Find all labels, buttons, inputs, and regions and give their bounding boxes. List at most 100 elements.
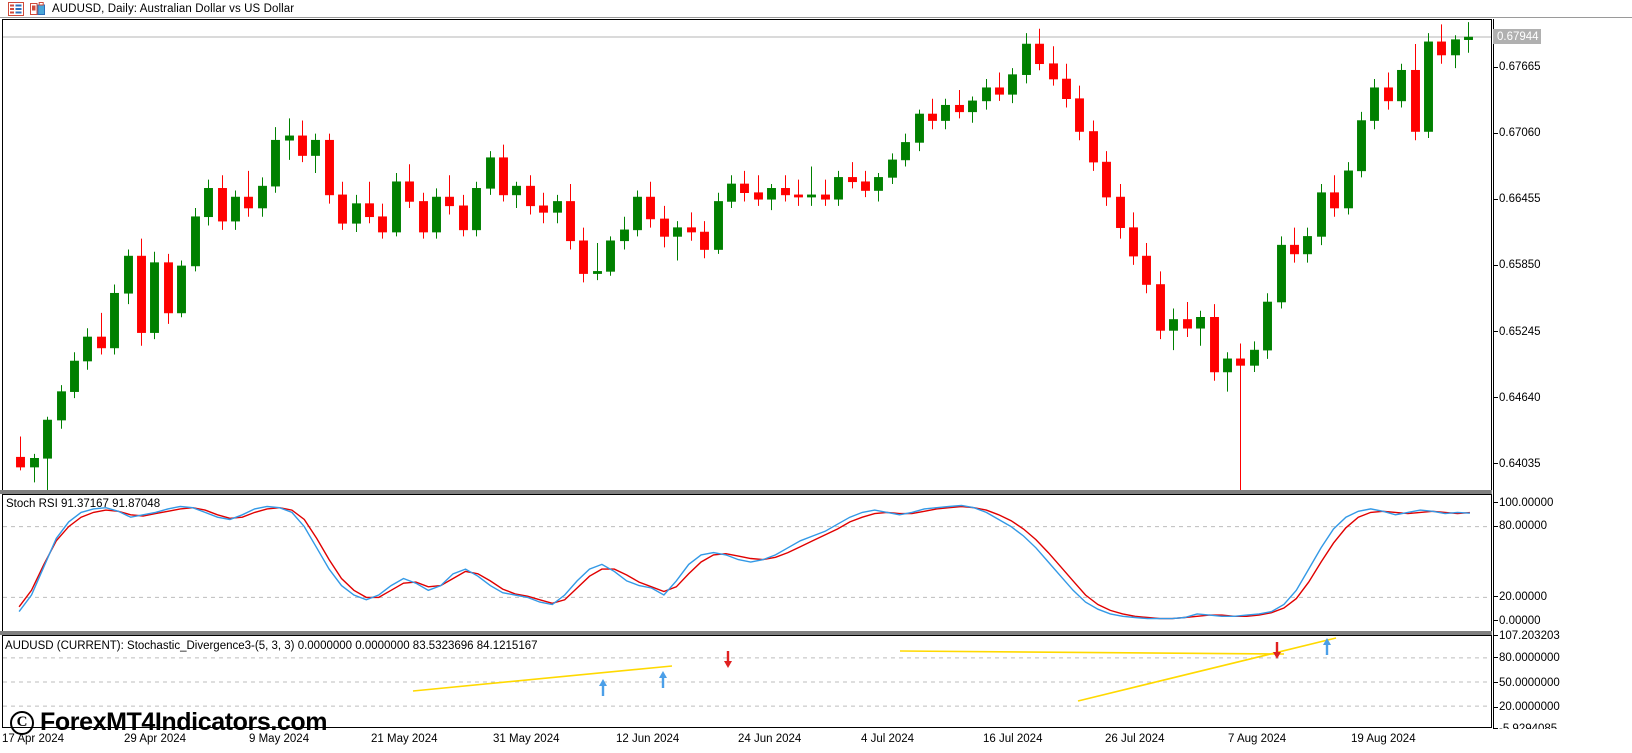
- candle: [740, 170, 749, 202]
- candle: [459, 194, 468, 237]
- stochastic-divergence-panel[interactable]: [2, 635, 1492, 728]
- candle: [57, 385, 66, 429]
- candlestick-series: [3, 22, 1491, 490]
- price-tick-label: 0.65850: [1493, 259, 1541, 272]
- sell-arrow: [724, 651, 732, 668]
- candle: [338, 181, 347, 230]
- candle: [1236, 343, 1245, 490]
- candle: [606, 236, 615, 276]
- candle: [1250, 341, 1259, 372]
- candle: [553, 194, 562, 224]
- candle: [700, 221, 709, 259]
- candle: [781, 175, 790, 202]
- date-tick-label: 9 May 2024: [249, 733, 310, 745]
- divergence-trendline: [899, 650, 1285, 655]
- candle: [901, 133, 910, 167]
- scale-axis-line: [1493, 19, 1494, 728]
- candle: [995, 72, 1004, 101]
- candle: [1344, 162, 1353, 215]
- date-tick-label: 24 Jun 2024: [738, 733, 802, 745]
- candle: [499, 144, 508, 202]
- candle: [1089, 120, 1098, 171]
- candle: [285, 118, 294, 160]
- buy-arrow: [659, 671, 667, 688]
- candle: [1437, 24, 1446, 64]
- candle: [1384, 72, 1393, 110]
- stoch-rsi-panel[interactable]: [2, 494, 1492, 632]
- candle: [687, 212, 696, 241]
- candle: [1424, 33, 1433, 139]
- candle: [1357, 111, 1366, 178]
- candle: [258, 177, 267, 217]
- buy-arrow: [1323, 638, 1331, 655]
- date-tick-label: 21 May 2024: [371, 733, 438, 745]
- candle: [1210, 304, 1219, 381]
- candle: [579, 227, 588, 283]
- candle: [83, 328, 92, 370]
- candle: [673, 221, 682, 261]
- candle: [1102, 151, 1111, 206]
- candle: [794, 179, 803, 206]
- divergence-trendline: [412, 665, 673, 692]
- list-icon[interactable]: [8, 1, 24, 16]
- candle: [1317, 183, 1326, 246]
- candle: [486, 151, 495, 195]
- candle: [767, 183, 776, 211]
- date-tick-label: 12 Jun 2024: [616, 733, 680, 745]
- chart-icon[interactable]: [30, 1, 46, 16]
- candle: [1169, 308, 1178, 351]
- panel-separator-1[interactable]: [0, 490, 1492, 494]
- candle: [714, 192, 723, 254]
- candle: [1464, 22, 1473, 53]
- date-axis[interactable]: 17 Apr 2024 29 Apr 2024 9 May 2024 21 May 2…: [0, 729, 1632, 753]
- candle: [30, 453, 39, 483]
- candle: [807, 166, 816, 206]
- candle: [660, 205, 669, 248]
- copyright-icon: C: [10, 710, 34, 735]
- date-tick-label: 31 May 2024: [493, 733, 560, 745]
- candle: [593, 242, 602, 281]
- candle: [298, 120, 307, 163]
- candle: [888, 153, 897, 184]
- divergence-tick-label: 20.0000000: [1493, 701, 1560, 714]
- candle: [821, 179, 830, 206]
- candle: [1277, 236, 1286, 309]
- date-tick-label: 26 Jul 2024: [1105, 733, 1165, 745]
- candle: [311, 133, 320, 174]
- watermark-text: ForexMT4Indicators.com: [40, 708, 328, 736]
- price-chart-panel[interactable]: [2, 19, 1492, 491]
- candle: [1116, 183, 1125, 239]
- date-tick-label: 19 Aug 2024: [1351, 733, 1416, 745]
- candle: [1035, 28, 1044, 71]
- candle: [419, 192, 428, 239]
- candle: [1156, 271, 1165, 340]
- candle: [392, 173, 401, 237]
- candle: [620, 216, 629, 250]
- candle: [1451, 35, 1460, 69]
- candle: [365, 181, 374, 224]
- price-tick-label: 0.64640: [1493, 391, 1541, 404]
- price-tick-label: 0.67060: [1493, 127, 1541, 140]
- price-tick-label: 0.66455: [1493, 193, 1541, 206]
- date-tick-label: 29 Apr 2024: [124, 733, 187, 745]
- watermark: C ForexMT4Indicators.com: [10, 708, 328, 737]
- candle: [848, 162, 857, 189]
- divergence-series: [3, 637, 1491, 707]
- candle: [352, 194, 361, 233]
- divergence-title: AUDUSD (CURRENT): Stochastic_Divergence3…: [5, 640, 538, 652]
- candle: [512, 181, 521, 208]
- candle: [204, 179, 213, 226]
- price-scale[interactable]: 0.67944 0.67665 0.67060 0.66455 0.65850 0.652…: [1493, 19, 1632, 735]
- candle: [97, 312, 106, 355]
- candle: [754, 175, 763, 206]
- panel-separator-2[interactable]: [0, 631, 1492, 635]
- candle: [231, 190, 240, 230]
- candle: [1263, 293, 1272, 359]
- stoch-rsi-series: [3, 504, 1491, 620]
- candle: [915, 109, 924, 152]
- candle: [1411, 44, 1420, 141]
- candle: [70, 352, 79, 399]
- candle: [1330, 175, 1339, 217]
- candle: [1397, 63, 1406, 108]
